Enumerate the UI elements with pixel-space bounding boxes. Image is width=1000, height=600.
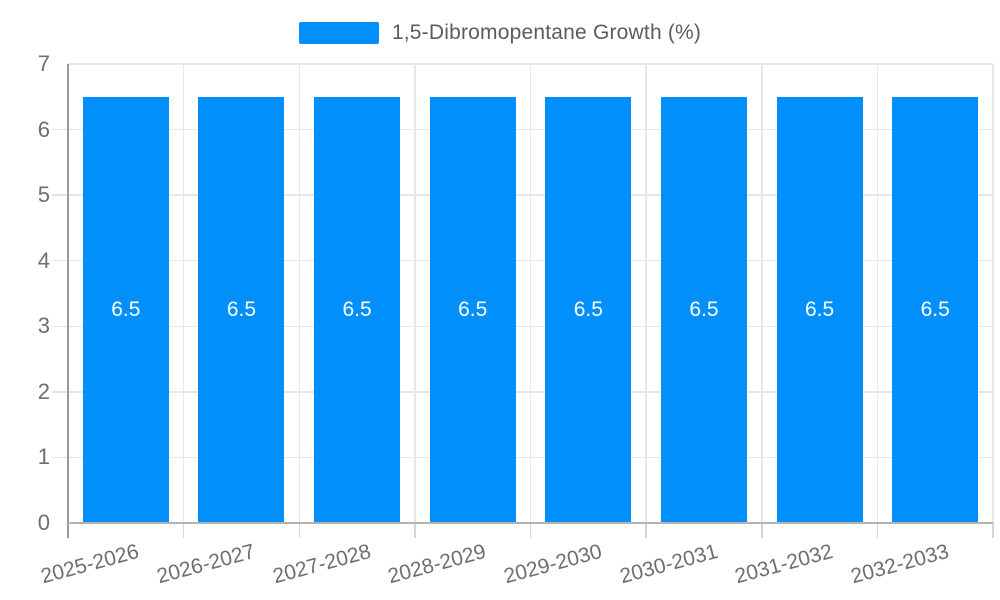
y-axis-tick [52,259,68,262]
gridline-v [529,64,532,523]
x-axis-tick [529,523,532,538]
y-axis-label: 7 [37,51,50,76]
x-axis-label: 2028-2029 [385,540,489,589]
x-axis-tick [182,523,185,538]
gridline-v [645,64,647,523]
x-axis-line [68,522,993,525]
bar-value-label: 6.5 [111,297,141,321]
x-axis-label: 2030-2031 [616,540,720,589]
y-axis-label: 0 [37,510,50,535]
x-axis-tick [67,523,69,538]
y-axis-tick [52,194,68,196]
gridline-v [298,64,300,523]
gridline-v [182,64,185,523]
y-axis-label: 2 [37,378,50,404]
y-axis-tick [52,456,68,459]
bar-value-label: 6.5 [804,297,835,321]
x-axis-label: 2029-2030 [501,540,605,589]
bar[interactable] [198,96,285,523]
y-axis-tick [52,391,68,393]
legend-swatch-icon [298,22,379,44]
bar-value-label: 6.5 [458,297,488,321]
bar[interactable] [314,96,401,523]
bar-value-label: 6.5 [342,297,372,321]
x-axis-tick [414,523,416,538]
gridline-v [992,64,994,523]
bar[interactable] [82,96,169,523]
bar[interactable] [545,96,632,523]
y-axis-label: 3 [37,313,50,339]
x-axis-label: 2031-2032 [732,540,836,589]
x-axis-label: 2026-2027 [154,540,258,589]
legend-item[interactable]: 1,5-Dibromopentane Growth (%) [298,21,702,45]
y-axis-label: 1 [37,444,50,470]
bar-value-label: 6.5 [689,297,719,321]
y-axis-label: 6 [37,116,50,142]
bar-value-label: 6.5 [920,297,950,321]
y-axis-label: 4 [37,247,50,273]
bar[interactable] [660,96,747,523]
x-axis-label: 2027-2028 [270,540,374,589]
x-axis-tick [876,523,879,538]
bar[interactable] [892,96,979,523]
y-axis-line [67,64,69,523]
x-axis-label: 2032-2033 [848,540,952,589]
gridline-v [761,64,763,523]
gridline-v [876,64,879,523]
bar[interactable] [776,96,863,523]
bar[interactable] [429,96,516,523]
x-axis-tick [298,523,300,538]
y-axis-label: 5 [37,182,50,208]
gridline-v [414,64,416,523]
x-axis-label: 2025-2026 [38,540,142,589]
x-axis-tick [761,523,763,538]
y-axis-tick [52,128,68,131]
y-axis-tick [52,325,68,328]
legend-label: 1,5-Dibromopentane Growth (%) [391,21,702,44]
bar-value-label: 6.5 [573,297,603,321]
x-axis-tick [992,523,994,538]
x-axis-tick [645,523,647,538]
bar-value-label: 6.5 [226,297,257,321]
legend: 1,5-Dibromopentane Growth (%) [0,18,1000,48]
